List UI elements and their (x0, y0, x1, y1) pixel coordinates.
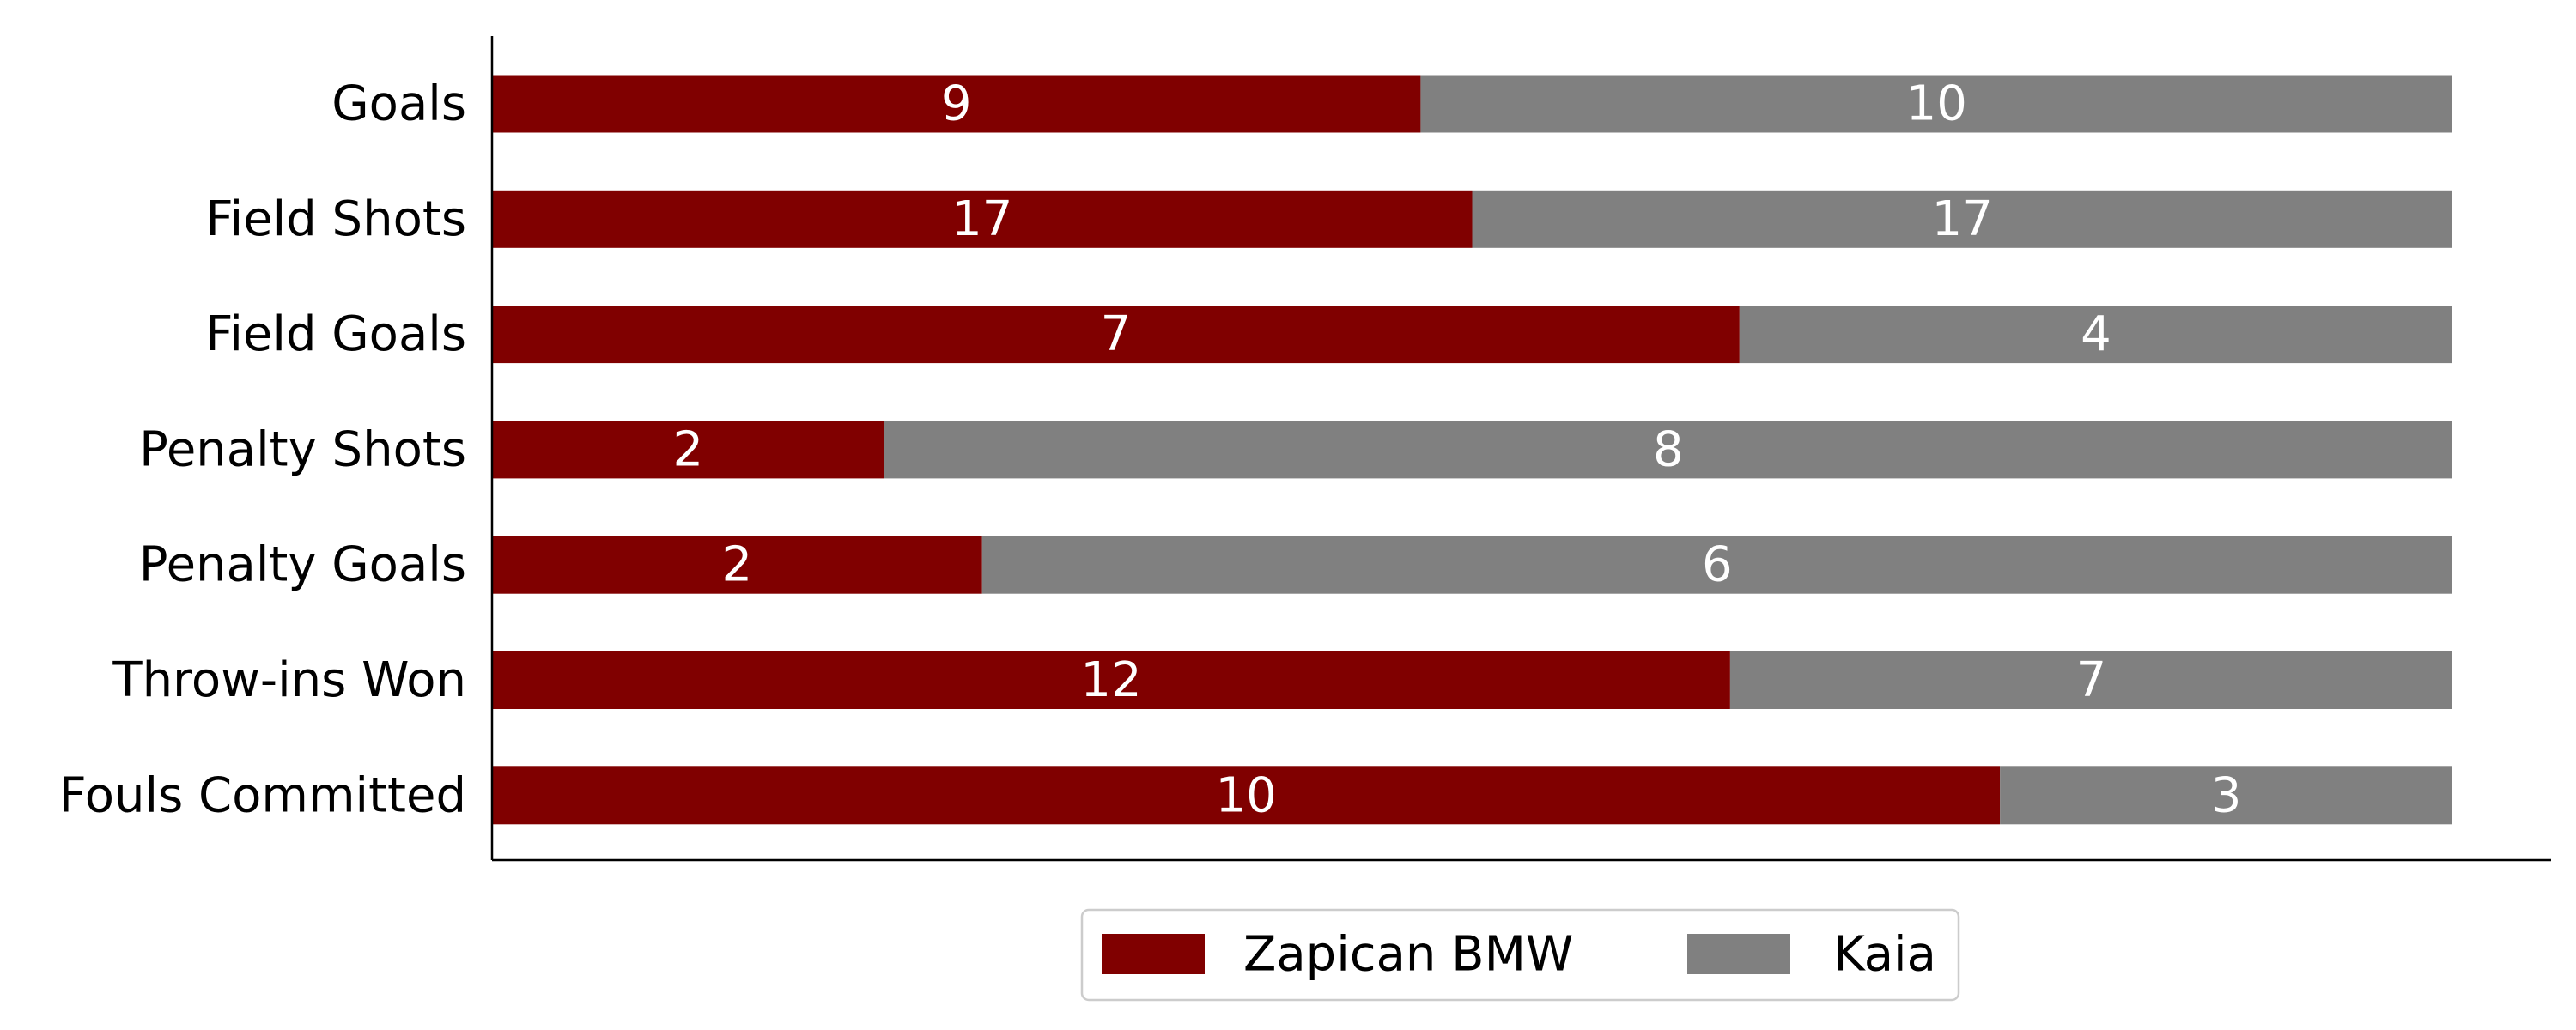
legend-label: Zapican BMW (1243, 927, 1573, 983)
y-tick-label: Goals (331, 76, 466, 132)
y-tick-label: Penalty Shots (139, 421, 466, 477)
data-label: 9 (941, 76, 972, 132)
data-label: 10 (1215, 767, 1276, 823)
bar-segment (1739, 306, 2452, 364)
data-label: 17 (1932, 191, 1993, 247)
data-label: 10 (1906, 76, 1967, 132)
data-label: 7 (2076, 652, 2107, 708)
y-tick-label: Field Shots (206, 191, 467, 247)
bar-segment (981, 536, 2452, 594)
data-label: 2 (722, 537, 753, 593)
legend-label: Kaia (1833, 927, 1936, 983)
y-tick-label: Field Goals (205, 306, 466, 362)
data-label: 3 (2211, 767, 2242, 823)
y-tick-label: Throw-ins Won (112, 652, 466, 708)
bar-segment (492, 766, 2001, 825)
bar-segment (492, 651, 1730, 709)
data-label: 4 (2081, 306, 2111, 362)
bar-segment (1729, 651, 2452, 709)
bar-segment (884, 421, 2452, 479)
data-label: 2 (672, 421, 703, 477)
data-label: 6 (1702, 537, 1733, 593)
bar-segment (492, 75, 1421, 133)
bar-segment (492, 190, 1473, 248)
bar-segment (492, 306, 1740, 364)
y-tick-label: Penalty Goals (139, 537, 466, 593)
bar-segment (1472, 190, 2452, 248)
data-label: 7 (1101, 306, 1132, 362)
data-label: 17 (951, 191, 1012, 247)
legend-box (1080, 908, 1960, 1002)
data-label: 8 (1653, 421, 1684, 477)
bar-segment (492, 421, 884, 479)
bar-segment (2000, 766, 2452, 825)
legend-swatch (1687, 934, 1790, 974)
data-label: 12 (1080, 652, 1141, 708)
legend-swatch (1102, 934, 1205, 974)
bar-segment (1420, 75, 2452, 133)
y-tick-label: Fouls Committed (59, 767, 466, 823)
bar-segment (492, 536, 982, 594)
